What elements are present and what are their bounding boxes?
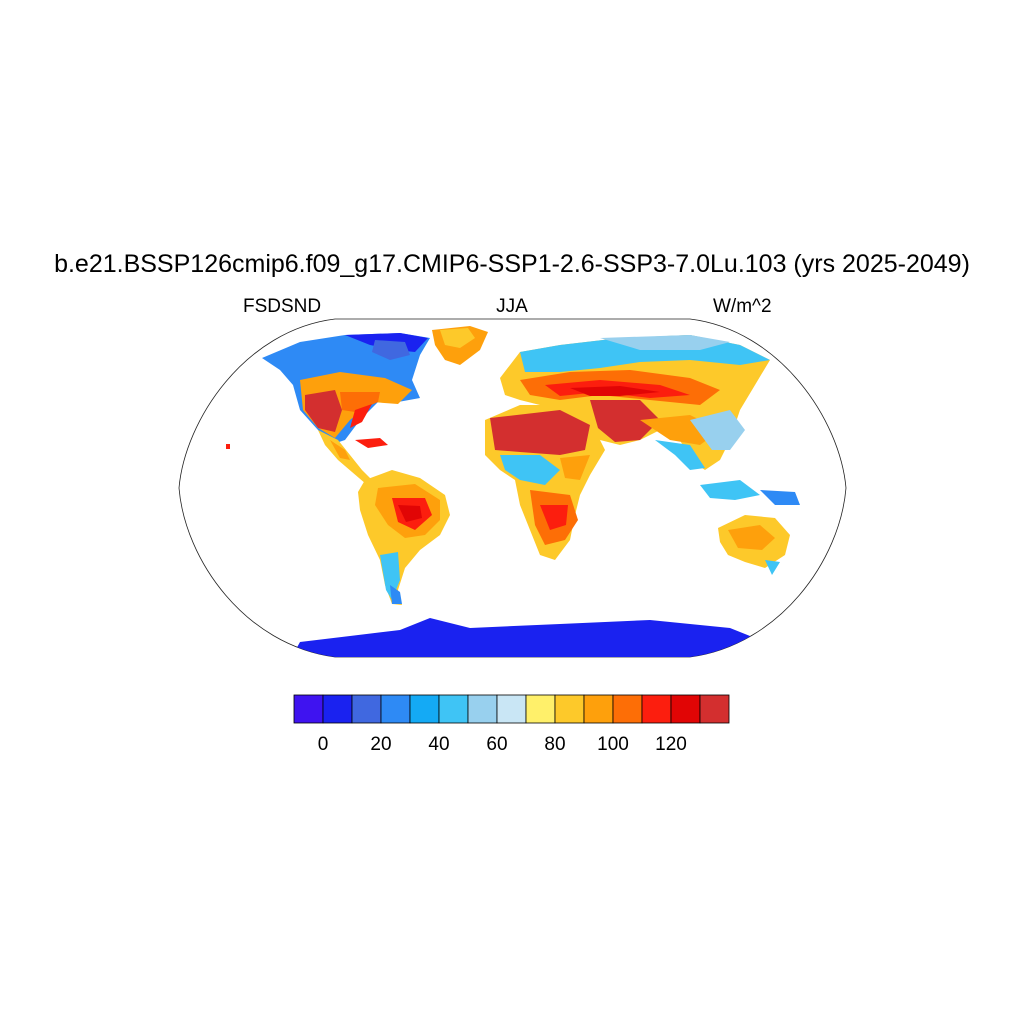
colorbar-swatch — [496, 694, 527, 724]
colorbar — [293, 694, 730, 724]
colorbar-swatch — [583, 694, 614, 724]
colorbar-tick-label: 20 — [370, 734, 392, 755]
south-america — [358, 470, 450, 605]
colorbar-swatch — [699, 694, 730, 724]
eurasia — [500, 335, 770, 470]
colorbar-swatch — [380, 694, 411, 724]
units-label: W/m^2 — [713, 296, 772, 317]
antarctica — [290, 618, 760, 657]
africa — [485, 405, 605, 560]
colorbar-swatch — [670, 694, 701, 724]
colorbar-swatch — [525, 694, 556, 724]
colorbar-tick-label: 60 — [486, 734, 508, 755]
colorbar-tick-label: 80 — [544, 734, 566, 755]
colorbar-swatch — [409, 694, 440, 724]
colorbar-tick-label: 120 — [655, 734, 687, 755]
colorbar-swatch — [351, 694, 382, 724]
colorbar-swatch — [554, 694, 585, 724]
variable-label: FSDSND — [243, 296, 322, 317]
north-america — [262, 333, 430, 484]
colorbar-swatch — [293, 694, 324, 724]
season-label: JJA — [496, 296, 528, 317]
colorbar-tick-label: 40 — [428, 734, 450, 755]
plot-title: b.e21.BSSP126cmip6.f09_g17.CMIP6-SSP1-2.… — [54, 250, 970, 278]
colorbar-swatch — [641, 694, 672, 724]
colorbar-swatch — [467, 694, 498, 724]
colorbar-swatch — [612, 694, 643, 724]
australia — [718, 515, 790, 575]
colorbar-swatch — [438, 694, 469, 724]
colorbar-tick-label: 100 — [597, 734, 629, 755]
colorbar-tick-label: 0 — [317, 734, 329, 755]
colorbar-swatch — [322, 694, 353, 724]
